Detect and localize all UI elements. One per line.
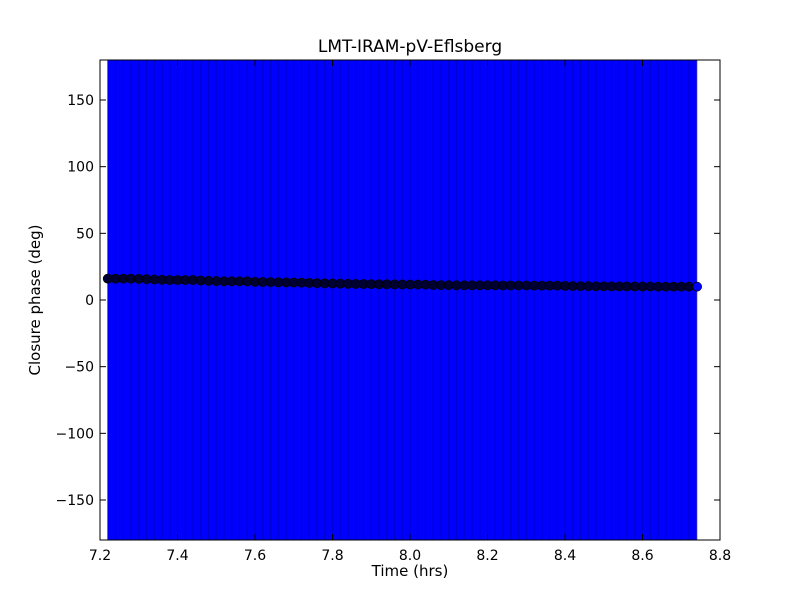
y-tick-label: 150 <box>67 93 94 109</box>
data-points-layer <box>102 273 702 292</box>
y-tick-label: 100 <box>67 160 94 176</box>
x-tick-label: 7.8 <box>321 548 343 564</box>
y-tick-label: −50 <box>64 360 94 376</box>
error-band-layer <box>107 60 698 540</box>
tick-layer: 7.2 7.4 7.6 7.8 8.0 8.2 8.4 8.6 8.8 −150 −100 −50 0 5… <box>56 60 731 564</box>
x-tick-label: 8.4 <box>554 548 576 564</box>
y-tick-label: 50 <box>76 226 94 242</box>
x-tick-label: 7.6 <box>244 548 266 564</box>
x-axis-label: Time (hrs) <box>371 562 449 580</box>
y-axis-label: Closure phase (deg) <box>26 225 44 376</box>
x-tick-label: 7.2 <box>89 548 111 564</box>
data-point-last <box>692 281 702 292</box>
x-tick-label: 8.6 <box>631 548 653 564</box>
y-tick-label: 0 <box>85 293 94 309</box>
chart-title: LMT-IRAM-pV-Eflsberg <box>318 37 502 57</box>
x-tick-label: 8.0 <box>399 548 421 564</box>
x-tick-label: 7.4 <box>166 548 188 564</box>
y-tick-label: −100 <box>56 426 94 442</box>
x-tick-label: 8.8 <box>709 548 731 564</box>
y-tick-label: −150 <box>56 493 94 509</box>
x-tick-label: 8.2 <box>476 548 498 564</box>
